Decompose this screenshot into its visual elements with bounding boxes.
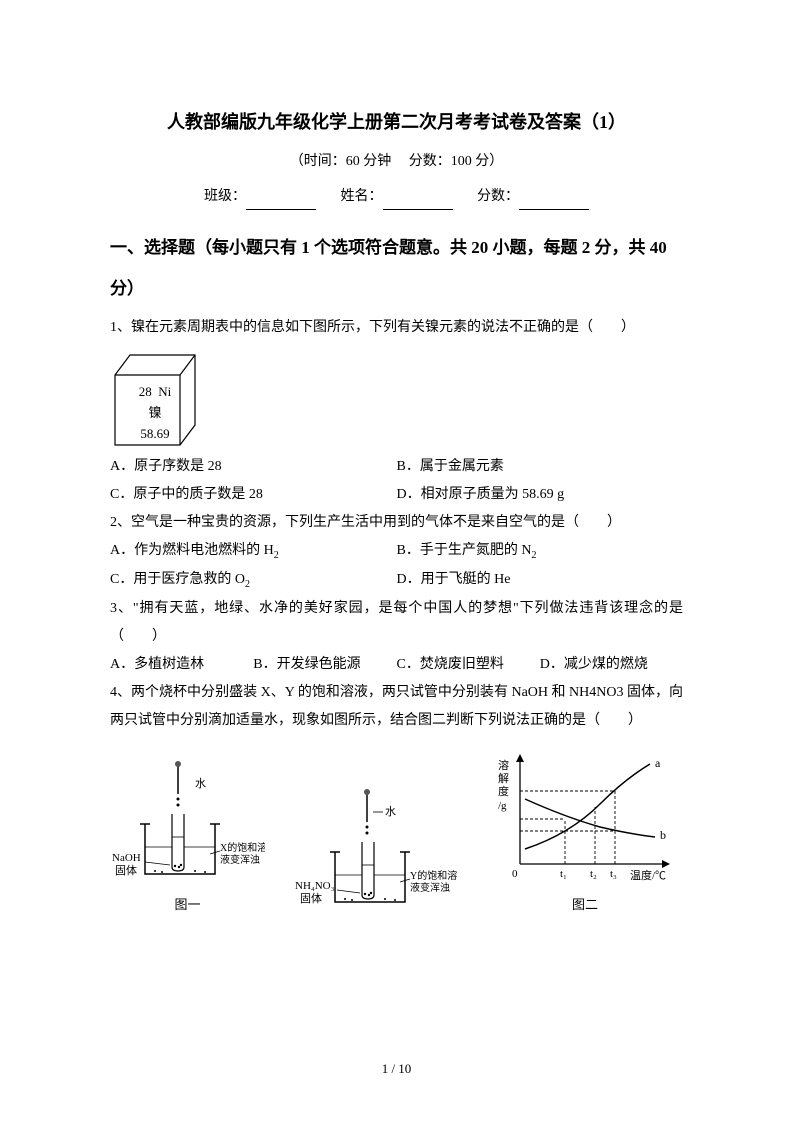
svg-text:0: 0 <box>512 868 518 880</box>
svg-text:/g: /g <box>498 800 507 812</box>
question-1-stem: 1、镍在元素周期表中的信息如下图所示，下列有关镍元素的说法不正确的是（ ） <box>110 314 683 342</box>
score-input-label: 分数： <box>477 189 519 204</box>
svg-text:溶: 溶 <box>498 758 509 772</box>
page-number: 1 / 10 <box>0 1057 793 1082</box>
question-2-options: A．作为燃料电池燃料的 H2 B．手于生产氮肥的 N2 C．用于医疗急救的 O2… <box>110 537 683 595</box>
question-3-options: A．多植树造林 B．开发绿色能源 C．焚烧废旧塑料 D．减少煤的燃烧 <box>110 651 683 679</box>
figure-1-caption: 图一 <box>174 893 200 918</box>
score-label: 分数：100 分） <box>409 154 504 169</box>
svg-text:NaOH: NaOH <box>112 852 141 864</box>
periodic-element-figure: 28 Ni 镍 58.69 <box>110 350 195 445</box>
class-blank[interactable] <box>246 194 316 210</box>
svg-text:b: b <box>660 828 666 842</box>
svg-text:t₃: t₃ <box>610 868 617 880</box>
svg-text:水: 水 <box>385 805 396 818</box>
figure-1-right: 水 NH₄NO₃ 固体 Y的饱和溶 液变浑浊 <box>295 787 460 917</box>
score-blank[interactable] <box>519 194 589 210</box>
beaker-nh4no3-icon: 水 NH₄NO₃ 固体 Y的饱和溶 液变浑浊 <box>295 787 460 917</box>
svg-text:解: 解 <box>498 771 509 785</box>
solubility-chart-icon: 溶 解 度 /g 温度/℃ 0 a b t₁ t₂ t₃ <box>490 749 680 889</box>
svg-text:Y的饱和溶: Y的饱和溶 <box>410 869 457 882</box>
q2-option-a: A．作为燃料电池燃料的 H2 <box>110 537 397 566</box>
svg-text:度: 度 <box>498 784 509 798</box>
svg-text:温度/℃: 温度/℃ <box>630 868 666 882</box>
info-line: 班级： 姓名： 分数： <box>110 184 683 211</box>
svg-text:固体: 固体 <box>115 863 137 877</box>
svg-text:水: 水 <box>195 777 206 790</box>
svg-text:X的饱和溶: X的饱和溶 <box>220 841 265 854</box>
svg-text:t₂: t₂ <box>590 868 597 880</box>
q1-option-b: B．属于金属元素 <box>397 453 684 481</box>
element-name: 镍 <box>148 405 161 420</box>
exam-title: 人教部编版九年级化学上册第二次月考考试卷及答案（1） <box>110 105 683 139</box>
q1-option-c: C．原子中的质子数是 28 <box>110 481 397 509</box>
question-3-stem: 3、"拥有天蓝，地绿、水净的美好家园，是每个中国人的梦想"下列做法违背该理念的是… <box>110 595 683 651</box>
figure-2-caption: 图二 <box>572 893 598 918</box>
beaker-naoh-icon: 水 NaOH 固体 X的饱和溶 液变浑浊 <box>110 759 265 889</box>
name-label: 姓名： <box>341 189 383 204</box>
question-1-options: A．原子序数是 28 B．属于金属元素 C．原子中的质子数是 28 D．相对原子… <box>110 453 683 509</box>
q2-option-b: B．手于生产氮肥的 N2 <box>397 537 684 566</box>
svg-text:液变浑浊: 液变浑浊 <box>410 881 450 894</box>
figure-1-left: 水 NaOH 固体 X的饱和溶 液变浑浊 <box>110 759 265 918</box>
svg-text:t₁: t₁ <box>560 868 567 880</box>
q3-option-a: A．多植树造林 <box>110 651 253 679</box>
q1-option-d: D．相对原子质量为 58.69 g <box>397 481 684 509</box>
svg-text:固体: 固体 <box>300 891 322 905</box>
question-4-figures: 水 NaOH 固体 X的饱和溶 液变浑浊 <box>110 749 680 918</box>
question-2-stem: 2、空气是一种宝贵的资源，下列生产生活中用到的气体不是来自空气的是（ ） <box>110 509 683 537</box>
q3-option-b: B．开发绿色能源 <box>253 651 396 679</box>
time-label: （时间：60 分钟 <box>290 154 392 169</box>
section-1-title: 一、选择题（每小题只有 1 个选项符合题意。共 20 小题，每题 2 分，共 4… <box>110 228 683 310</box>
element-number: 28 <box>139 384 152 399</box>
exam-subtitle: （时间：60 分钟 分数：100 分） <box>110 149 683 176</box>
q3-option-d: D．减少煤的燃烧 <box>540 651 683 679</box>
element-symbol: Ni <box>158 384 171 399</box>
q1-option-a: A．原子序数是 28 <box>110 453 397 481</box>
element-mass: 58.69 <box>140 426 169 441</box>
class-label: 班级： <box>204 189 246 204</box>
name-blank[interactable] <box>383 194 453 210</box>
q2-option-d: D．用于飞艇的 He <box>397 566 684 595</box>
question-4-stem: 4、两个烧杯中分别盛装 X、Y 的饱和溶液，两只试管中分别装有 NaOH 和 N… <box>110 679 683 735</box>
q3-option-c: C．焚烧废旧塑料 <box>397 651 540 679</box>
svg-text:NH₄NO₃: NH₄NO₃ <box>295 880 335 892</box>
figure-2-chart: 溶 解 度 /g 温度/℃ 0 a b t₁ t₂ t₃ 图二 <box>490 749 680 918</box>
svg-text:a: a <box>655 756 661 770</box>
q2-option-c: C．用于医疗急救的 O2 <box>110 566 397 595</box>
svg-text:液变浑浊: 液变浑浊 <box>220 853 260 866</box>
